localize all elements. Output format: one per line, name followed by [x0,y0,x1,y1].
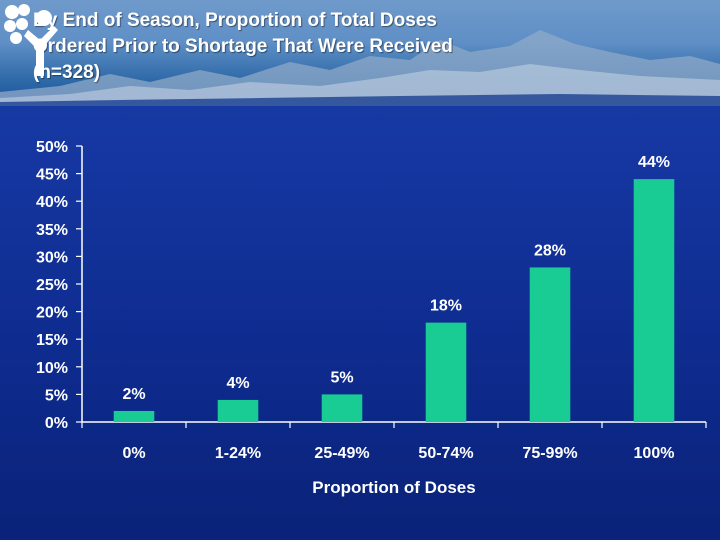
y-tick-label: 40% [36,194,68,211]
y-tick-label: 45% [36,167,68,184]
data-label: 18% [430,298,462,315]
x-category-label: 1-24% [215,445,261,462]
bar [217,399,259,422]
y-tick-label: 20% [36,305,68,322]
y-tick-label: 5% [45,387,68,404]
bar [529,267,571,422]
y-tick-label: 50% [36,139,68,156]
data-label: 5% [330,369,353,386]
x-category-label: 75-99% [522,445,577,462]
x-axis-title: Proportion of Doses [312,478,475,497]
y-tick-label: 25% [36,277,68,294]
bar [113,410,155,422]
mountain-backdrop [0,30,720,106]
data-label: 28% [534,242,566,259]
data-label: 4% [226,375,249,392]
cdc-figures-logo [4,4,58,76]
chart-title: By End of Season, Proportion of Total Do… [33,10,453,83]
data-label: 44% [638,154,670,171]
x-category-label: 25-49% [314,445,369,462]
bar-chart: 0% 5% 10% 15% 20% 25% 30% 35% 40% 45% 50% 2% 0% 4% 1-2… [36,139,707,497]
x-category-label: 0% [122,445,145,462]
y-tick-label: 0% [45,415,68,432]
x-category-label: 50-74% [418,445,473,462]
y-tick-label: 30% [36,249,68,266]
x-category-label: 100% [634,445,675,462]
bar [425,322,467,422]
data-label: 2% [122,386,145,403]
y-tick-label: 10% [36,360,68,377]
bar [633,179,675,422]
y-tick-label: 15% [36,332,68,349]
title-banner: By End of Season, Proportion of Total Do… [0,0,720,106]
bar [321,394,363,422]
y-tick-label: 35% [36,222,68,239]
